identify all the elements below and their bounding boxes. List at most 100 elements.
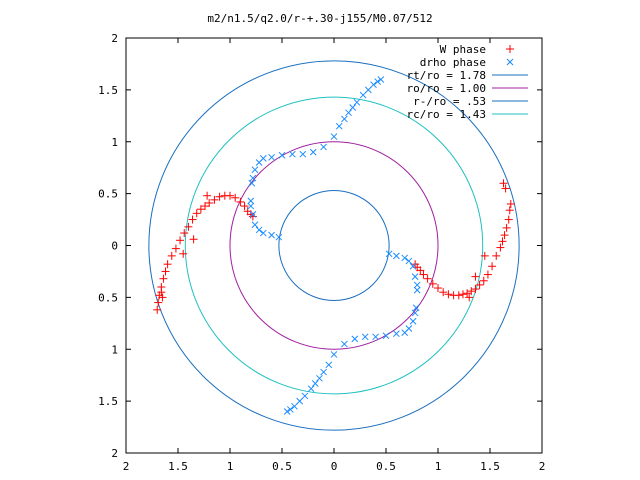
drho-phase-point	[275, 233, 283, 241]
y-tick-label: 1	[111, 136, 118, 149]
drho-phase-point	[341, 115, 348, 123]
w-phase-point	[161, 267, 170, 276]
drho-phase-point	[299, 150, 307, 158]
drho-phase-point	[255, 226, 263, 234]
y-tick-label: 0.5	[98, 291, 118, 304]
drho-phase-point	[393, 252, 400, 260]
drho-phase-point	[259, 229, 267, 237]
drho-phase-point	[248, 179, 256, 187]
legend-label-6: rc/ro = 1.43	[407, 108, 486, 121]
w-phase-point	[236, 197, 245, 206]
drho-phase-point	[413, 281, 421, 289]
y-tick-label: 0.5	[98, 188, 118, 201]
w-phase-point	[498, 237, 507, 246]
x-tick-label: 1.5	[480, 460, 500, 473]
legend-label-3: rt/ro = 1.78	[407, 69, 486, 82]
w-phase-point	[159, 274, 168, 283]
w-phase-point	[196, 205, 205, 214]
w-phase-point	[449, 291, 458, 300]
drho-phase-point	[412, 304, 420, 312]
w-phase-point	[201, 202, 210, 211]
reference-circles	[148, 60, 520, 431]
drho-phase-point	[385, 250, 393, 258]
y-tick-label: 1.5	[98, 395, 118, 408]
scatter-points	[153, 76, 515, 415]
w-phase-point	[499, 179, 508, 188]
drho-phase-point	[309, 148, 317, 156]
drho-phase-point	[289, 150, 296, 158]
legend-label-1: W phase	[440, 43, 486, 56]
w-phase-point	[189, 235, 198, 244]
drho-phase-point	[251, 166, 259, 174]
drho-phase-point	[409, 317, 417, 325]
drho-phase-point	[377, 76, 385, 83]
w-phase-point	[458, 290, 467, 299]
x-tick-label: 0.5	[272, 460, 292, 473]
w-phase-point	[428, 279, 437, 288]
legend-label-4: ro/ro = 1.00	[407, 82, 486, 95]
y-tick-label: 2	[111, 447, 118, 460]
y-tick-label: 2	[111, 32, 118, 45]
drho-phase-point	[325, 361, 333, 369]
drho-phase-point	[401, 254, 409, 262]
w-phase-point	[434, 284, 442, 293]
w-phase-point	[496, 243, 505, 252]
drho-phase-point	[401, 329, 409, 337]
w-phase-point	[210, 195, 219, 204]
drho-phase-point	[361, 333, 369, 341]
drho-phase-point	[259, 154, 267, 162]
drho-phase-point	[335, 122, 343, 130]
w-phase-point	[505, 206, 514, 215]
x-tick-label: 1	[227, 460, 234, 473]
axis-ticks: 2 1.5 1 0.5 0 0.5 1 1.5 221.510.500.511.52	[98, 32, 545, 473]
legend-marker-plus	[506, 45, 514, 53]
w-phase-point	[419, 270, 428, 279]
w-phase-point	[203, 191, 212, 200]
drho-phase-point	[345, 109, 352, 117]
w-phase-point	[188, 215, 197, 224]
drho-phase-point	[278, 151, 286, 159]
chart-title: m2/n1.5/q2.0/r-+.30-j155/M0.07/512	[207, 12, 432, 25]
legend-label-2: drho phase	[420, 56, 486, 69]
w-phase-point	[158, 293, 167, 302]
drho-phase-point	[249, 174, 257, 182]
w-phase-point	[444, 290, 453, 299]
reference-circle-4	[184, 96, 484, 395]
legend-label-5: r-/ro = .53	[413, 95, 486, 108]
drho-phase-point	[316, 374, 323, 382]
drho-phase-point	[247, 202, 255, 210]
w-phase-point	[500, 231, 509, 240]
w-phase-point	[479, 276, 488, 285]
drho-phase-point	[251, 221, 259, 229]
drho-phase-point	[301, 392, 309, 400]
w-phase-point	[502, 223, 511, 232]
drho-phase-point	[268, 231, 275, 239]
w-phase-point	[231, 193, 240, 202]
drho-phase-point	[283, 408, 291, 415]
drho-phase-point	[286, 406, 294, 413]
y-tick-label: 1.5	[98, 84, 118, 97]
x-tick-label: 0	[331, 460, 338, 473]
drho-phase-point	[405, 257, 413, 265]
w-phase-point	[423, 274, 432, 283]
drho-phase-point	[372, 333, 379, 341]
drho-phase-point	[247, 197, 255, 205]
w-phase-point	[467, 287, 476, 296]
reference-circle-2	[229, 141, 439, 350]
drho-phase-point	[330, 133, 338, 140]
w-phase-point	[184, 222, 193, 231]
w-phase-point	[176, 236, 185, 245]
w-phase-point	[483, 270, 492, 279]
w-phase-point	[171, 244, 180, 253]
drho-phase-point	[370, 81, 377, 89]
w-phase-point	[463, 289, 472, 298]
drho-phase-point	[296, 397, 304, 405]
drho-phase-point	[351, 335, 359, 343]
drho-phase-point	[330, 351, 338, 358]
x-tick-label: 2	[539, 460, 546, 473]
drho-phase-point	[341, 340, 348, 348]
w-phase-point	[192, 209, 201, 218]
w-phase-point	[240, 202, 249, 211]
w-phase-point	[153, 305, 162, 314]
